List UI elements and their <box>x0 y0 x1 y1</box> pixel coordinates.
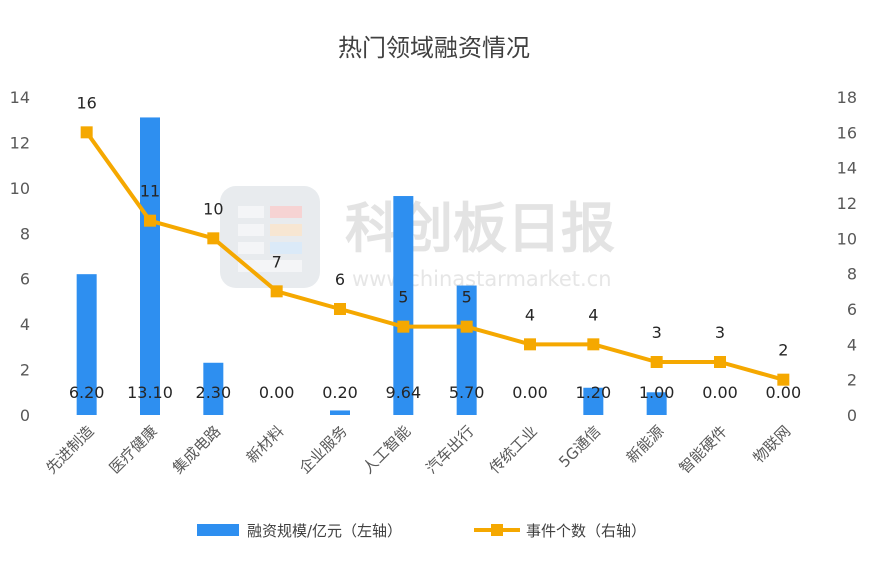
bar <box>646 392 667 415</box>
line-value-label: 2 <box>778 341 788 360</box>
line-value-label: 10 <box>203 199 223 218</box>
line-marker <box>144 214 156 227</box>
right-axis-tick: 2 <box>847 371 857 390</box>
bar <box>393 196 414 415</box>
bar-value-label: 0.00 <box>259 383 295 402</box>
bar-value-label: 5.70 <box>449 383 485 402</box>
right-axis-tick: 16 <box>837 123 857 142</box>
line-marker <box>334 303 346 315</box>
left-axis-tick: 4 <box>20 315 30 334</box>
line-value-label: 11 <box>140 182 160 201</box>
watermark: 科创板日报 www.chinastarmarket.cn <box>220 186 615 291</box>
right-axis-tick: 10 <box>837 229 857 248</box>
category-label: 传统工业 <box>486 422 541 477</box>
right-axis-tick: 0 <box>847 406 857 425</box>
right-axis-tick: 4 <box>847 335 857 354</box>
left-axis-tick: 6 <box>20 270 30 289</box>
left-axis-tick: 12 <box>10 133 30 152</box>
category-label: 汽车出行 <box>422 422 477 477</box>
bar <box>76 274 97 415</box>
category-label: 先进制造 <box>42 422 97 477</box>
right-axis-tick: 12 <box>837 194 857 213</box>
bar <box>583 387 604 415</box>
right-axis-tick: 8 <box>847 265 857 284</box>
right-axis: 0 2 4 6 8 10 12 14 16 18 <box>837 88 857 425</box>
watermark-name: 科创板日报 <box>345 197 615 260</box>
legend: 融资规模/亿元（左轴） 事件个数（右轴） <box>197 522 646 540</box>
left-axis: 0 2 4 6 8 10 12 14 <box>10 88 30 425</box>
line-marker <box>460 320 473 333</box>
line-value-label: 6 <box>335 270 345 289</box>
line-value-label: 4 <box>525 305 535 324</box>
category-label: 智能硬件 <box>676 422 731 477</box>
line-marker <box>270 285 283 298</box>
line-value-label: 5 <box>398 288 408 307</box>
legend-swatch-bar <box>197 524 239 536</box>
line-value-label: 3 <box>652 323 662 342</box>
category-label: 企业服务 <box>296 422 351 477</box>
category-label: 新能源 <box>623 422 668 467</box>
category-label: 物联网 <box>750 422 795 467</box>
bar-value-label: 0.20 <box>322 383 358 402</box>
left-axis-tick: 10 <box>10 179 30 198</box>
right-axis-tick: 14 <box>837 159 857 178</box>
bar-value-label: 0.00 <box>512 383 548 402</box>
left-axis-tick: 14 <box>10 88 30 107</box>
line-marker <box>714 356 726 368</box>
legend-label-line: 事件个数（右轴） <box>526 522 646 540</box>
bar-value-label: 6.20 <box>69 383 105 402</box>
chart-title: 热门领域融资情况 <box>338 34 530 62</box>
right-axis-tick: 18 <box>837 88 857 107</box>
line-value-label: 7 <box>272 252 282 271</box>
line-path <box>85 131 784 382</box>
watermark-logo <box>220 186 320 288</box>
bar-value-label: 2.30 <box>196 383 232 402</box>
bar <box>330 410 350 415</box>
category-label: 集成电路 <box>169 422 224 477</box>
left-axis-tick: 8 <box>20 224 30 243</box>
bar <box>140 117 160 415</box>
bar <box>203 362 224 415</box>
data-labels: 6.20 13.10 2.30 0.00 0.20 9.64 5.70 0.00 1.20 1.0… <box>69 93 801 402</box>
line-marker <box>524 338 536 351</box>
line-marker <box>80 126 93 139</box>
bar-series <box>76 117 667 415</box>
line-marker <box>397 320 410 333</box>
line-marker <box>587 338 600 351</box>
right-axis-tick: 6 <box>847 300 857 319</box>
line-value-label: 16 <box>76 93 96 112</box>
line-value-label: 4 <box>588 305 598 324</box>
bar-value-label: 0.00 <box>702 383 738 402</box>
bar-value-label: 13.10 <box>127 383 173 402</box>
watermark-url: www.chinastarmarket.cn <box>352 267 612 291</box>
category-label: 新材料 <box>243 422 288 467</box>
bar-value-label: 1.00 <box>639 383 675 402</box>
line-value-label: 5 <box>462 288 472 307</box>
category-label: 医疗健康 <box>106 422 161 477</box>
bar-value-label: 0.00 <box>766 383 802 402</box>
bar-value-label: 1.20 <box>576 383 612 402</box>
category-axis: 先进制造 医疗健康 集成电路 新材料 企业服务 人工智能 汽车出行 传统工业 5G通信 新能源 智能… <box>42 422 794 477</box>
bar-value-label: 9.64 <box>386 383 422 402</box>
bar <box>456 285 477 415</box>
line-marker <box>207 232 220 245</box>
line-series <box>80 126 790 386</box>
legend-marker <box>491 524 503 536</box>
left-axis-tick: 2 <box>20 361 30 380</box>
category-label: 人工智能 <box>359 422 414 477</box>
left-axis-tick: 0 <box>20 406 30 425</box>
category-label: 5G通信 <box>555 422 604 471</box>
line-marker <box>650 356 663 368</box>
legend-label-bar: 融资规模/亿元（左轴） <box>247 522 402 540</box>
line-marker <box>777 373 790 386</box>
line-value-label: 3 <box>715 323 725 342</box>
